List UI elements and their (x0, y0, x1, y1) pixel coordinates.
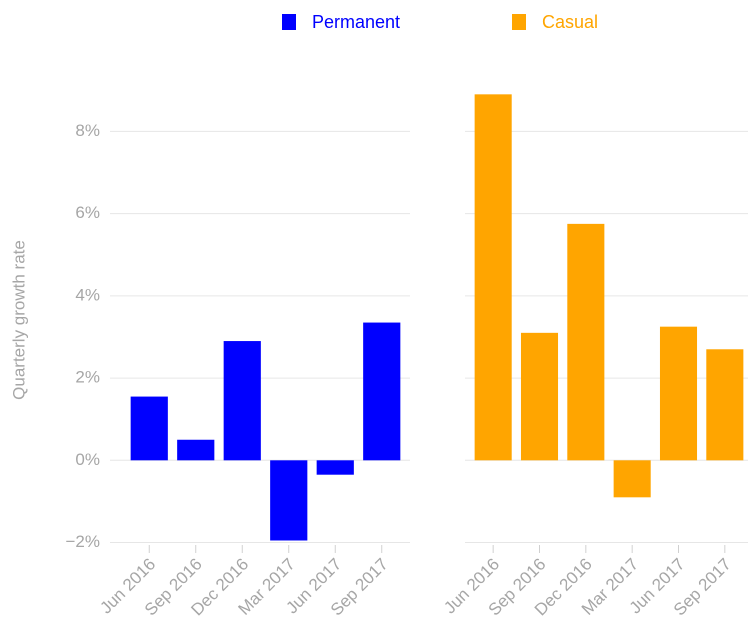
legend-swatch (282, 14, 296, 30)
y-axis-title: Quarterly growth rate (9, 240, 28, 400)
bar (270, 460, 308, 541)
bar (474, 94, 512, 461)
bar (316, 460, 354, 475)
legend-label: Permanent (312, 12, 400, 32)
y-tick-label: 2% (75, 368, 100, 387)
y-tick-label: −2% (66, 532, 101, 551)
bar (223, 341, 261, 461)
bar (567, 223, 605, 461)
bar (659, 326, 698, 461)
bar (706, 349, 744, 461)
y-tick-label: 0% (75, 450, 100, 469)
legend-label: Casual (542, 12, 598, 32)
y-tick-label: 8% (75, 121, 100, 140)
bar (613, 460, 651, 498)
bar (177, 439, 215, 461)
bar (520, 332, 559, 461)
legend-swatch (512, 14, 526, 30)
bar (130, 396, 168, 461)
y-tick-label: 6% (75, 203, 100, 222)
y-tick-label: 4% (75, 285, 100, 304)
bar (363, 322, 401, 461)
